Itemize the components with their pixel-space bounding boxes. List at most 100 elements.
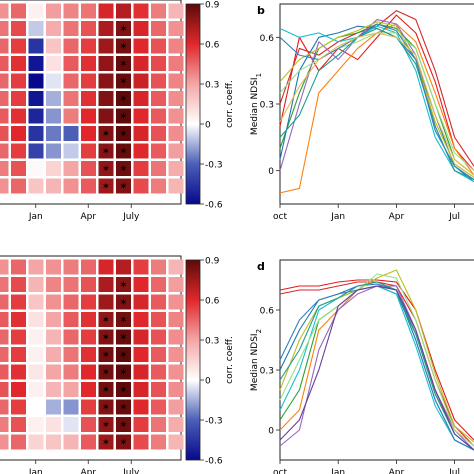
heatmap-cell (168, 56, 184, 71)
heatmap-cell (116, 91, 131, 106)
heatmap-cell (168, 347, 184, 362)
heatmap-cell (98, 382, 114, 397)
panel-d-ylabel-text: Median NDSI (250, 333, 260, 391)
heatmap-cell (151, 21, 166, 36)
heatmap-cell (46, 312, 61, 327)
heatmap-cell (151, 126, 166, 141)
heatmap-cell (151, 417, 166, 432)
heatmap-cell (98, 143, 114, 159)
heatmap-cell (133, 161, 149, 176)
heatmap-cell (168, 178, 184, 194)
heatmap-c-cells: ✶ ✶ ✶ ✶ ✶ ✶ ✶ ✶ ✶ ✶ ✶ ✶ ✶ ✶ ✶ ✶ ✶ ✶ (0, 259, 184, 450)
heatmap-cell (11, 329, 26, 345)
heatmap-cell (168, 329, 184, 345)
series-line (279, 19, 474, 181)
heatmap-cell (81, 143, 96, 159)
colorbar-tick-label: 0 (205, 121, 211, 131)
heatmap-cell (11, 417, 26, 432)
heatmap-cell (151, 434, 166, 450)
heatmap-cell (81, 178, 96, 194)
significance-marker: ✶ (102, 147, 110, 158)
heatmap-cell (0, 294, 9, 310)
heatmap-cell (63, 91, 79, 106)
heatmap-cell (151, 178, 166, 194)
heatmap-cell (63, 178, 79, 194)
heatmap-cell (151, 399, 166, 415)
heatmap-cell (168, 161, 184, 176)
heatmap-cell (98, 56, 114, 71)
heatmap-cell (11, 56, 26, 71)
heatmap-cell (11, 21, 26, 36)
heatmap-cell (133, 3, 149, 19)
heatmap-cell (168, 399, 184, 415)
heatmap-cell (0, 178, 9, 194)
heatmap-c-xticks: Jan Apr July (28, 460, 140, 474)
colorbar-a-gradient (185, 3, 201, 205)
heatmap-cell (98, 38, 114, 54)
heatmap-cell (28, 73, 44, 89)
colorbar-tick-label: 0.6 (205, 41, 220, 51)
series-line (279, 281, 474, 451)
significance-marker: ✶ (119, 333, 127, 344)
significance-marker: ✶ (102, 368, 110, 379)
heatmap-cell (63, 38, 79, 54)
heatmap-cell (168, 382, 184, 397)
heatmap-cell (98, 329, 114, 345)
significance-marker: ✶ (119, 164, 127, 175)
heatmap-cell (0, 91, 9, 106)
heatmap-cell (0, 161, 9, 176)
heatmap-cell (168, 294, 184, 310)
heatmap-cell (11, 347, 26, 362)
x-tick-label: July (122, 212, 140, 222)
heatmap-cell (98, 161, 114, 176)
significance-marker: ✶ (119, 420, 127, 431)
heatmap-cell (151, 91, 166, 106)
significance-marker: ✶ (119, 147, 127, 158)
heatmap-cell (81, 434, 96, 450)
significance-marker: ✶ (102, 164, 110, 175)
heatmap-cell (0, 21, 9, 36)
heatmap-cell (151, 143, 166, 159)
heatmap-cell (133, 56, 149, 71)
series-line (279, 285, 474, 451)
heatmap-cell (98, 73, 114, 89)
y-tick-label: 0 (268, 167, 274, 177)
heatmap-cell (116, 161, 131, 176)
heatmap-cell (28, 434, 44, 450)
heatmap-cell (28, 329, 44, 345)
heatmap-cell (81, 3, 96, 19)
heatmap-cell (63, 277, 79, 292)
panel-b-ylabel-text: Median NDSI (250, 77, 260, 135)
panel-d-label: d (257, 260, 265, 273)
heatmap-cell (116, 38, 131, 54)
heatmap-cell (11, 434, 26, 450)
heatmap-cell (46, 21, 61, 36)
heatmap-cell (151, 56, 166, 71)
heatmap-cell (63, 126, 79, 141)
heatmap-cell (81, 73, 96, 89)
heatmap-cell (98, 347, 114, 362)
heatmap-cell (63, 56, 79, 71)
heatmap-cell (0, 347, 9, 362)
heatmap-cell (46, 277, 61, 292)
heatmap-cell (46, 56, 61, 71)
line-chart-panel-d: d oct Jan Apr Jul 0 0.3 0.6 Median NDSI2 (250, 259, 474, 474)
heatmap-cell (116, 277, 131, 292)
y-tick-label: 0.3 (260, 101, 274, 111)
heatmap-cell (46, 91, 61, 106)
heatmap-cell (168, 364, 184, 380)
heatmap-cell (151, 347, 166, 362)
heatmap-cell (28, 417, 44, 432)
series-line (279, 283, 474, 451)
heatmap-cell (168, 434, 184, 450)
heatmap-cell (63, 399, 79, 415)
heatmap-cell (116, 56, 131, 71)
series-line (279, 23, 474, 181)
x-tick-label: oct (273, 468, 287, 474)
heatmap-cell (46, 364, 61, 380)
heatmap-cell (46, 399, 61, 415)
significance-marker: ✶ (102, 333, 110, 344)
x-tick-label: Jul (448, 468, 460, 474)
heatmap-cell (28, 3, 44, 19)
